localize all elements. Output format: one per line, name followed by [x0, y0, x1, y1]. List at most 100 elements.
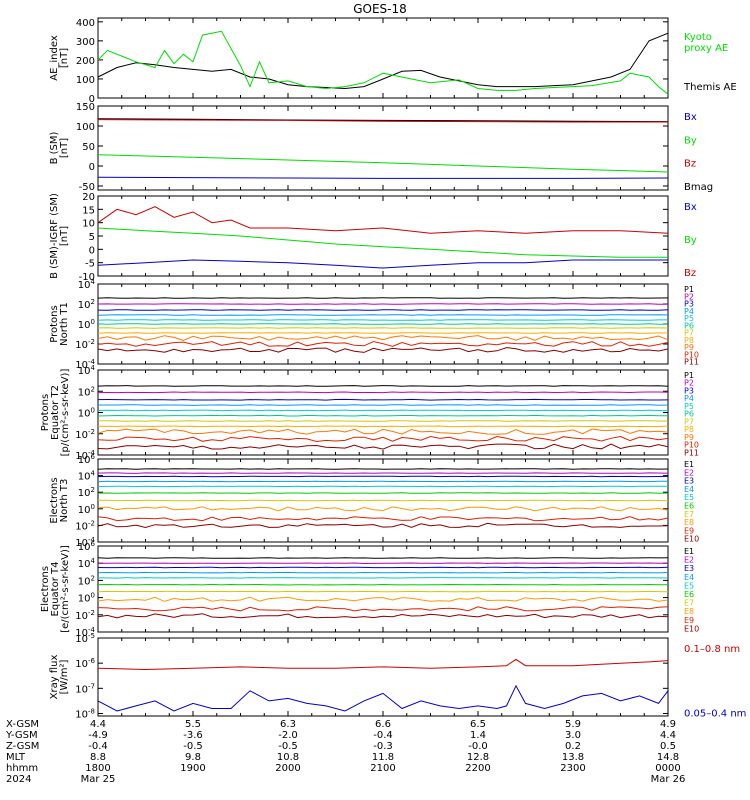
legend-pn-5: P6	[684, 321, 694, 330]
legend-en-9: E10	[684, 535, 699, 544]
x-tick-value-2-0: 6.3	[280, 719, 296, 730]
legend-pe-0: P1	[684, 371, 694, 380]
x-tick-value-4-0: 6.5	[470, 719, 486, 730]
y-axis-label-ee: [e/(cm²-s-sr-keV)]	[60, 545, 71, 633]
series-line-bsm-2	[97, 154, 669, 173]
panel-frame-ee	[97, 545, 669, 633]
y-tick-label-en: 106	[78, 453, 96, 466]
series-line-en-0	[97, 468, 669, 470]
y-tick-label-xray: 10-6	[75, 657, 95, 670]
legend-ae-1: proxy AE	[684, 43, 728, 54]
series-line-xray-0	[97, 658, 669, 671]
legend-ae-0: Kyoto	[684, 32, 712, 43]
legend-pn-2: P3	[684, 300, 694, 309]
plot-title: GOES-18	[353, 2, 407, 16]
y-tick-label-en: 100	[78, 503, 95, 516]
x-tick-value-5-1: 3.0	[565, 730, 581, 741]
y-axis-label-pe: Protons	[40, 394, 51, 431]
y-axis-label-ae: AE_index	[49, 35, 60, 81]
legend-en-5: E6	[684, 502, 694, 511]
panel-bigrf: 20 15 10 5 0 -5 -10 B (SM)-IGRF (SM) [nT] Bx By Bz	[49, 192, 697, 283]
x-tick-value-6-3: 14.8	[657, 752, 679, 763]
series-line-bsm-0	[97, 118, 669, 123]
y-tick-label-pe-exp: 4	[91, 364, 96, 372]
series-line-xray-1	[97, 684, 669, 712]
y-tick-label-bigrf: -10	[79, 272, 95, 283]
series-line-bigrf-0	[97, 206, 669, 234]
y-tick-label-pn-exp: 0	[91, 318, 95, 326]
series-line-pe-2	[97, 398, 669, 401]
series-line-pe-0	[97, 385, 669, 387]
legend-bsm-2: Bz	[684, 159, 696, 170]
legend-en-8: E9	[684, 526, 694, 535]
y-tick-label-ee: 104	[78, 557, 96, 570]
x-tick-value-3-0: 6.6	[375, 719, 391, 730]
x-tick-value-3-3: 11.8	[372, 752, 394, 763]
legend-pn-10: P11	[684, 358, 699, 367]
series-line-pn-5	[97, 323, 669, 325]
x-tick-value-5-3: 13.8	[562, 752, 584, 763]
legend-ee-8: E9	[684, 616, 694, 625]
legend-pn-3: P4	[684, 307, 694, 316]
legend-bsm-3: Bmag	[684, 182, 713, 193]
x-tick-value-3-2: -0.3	[373, 741, 393, 752]
series-line-ee-2	[97, 566, 669, 569]
y-axis-label-bsm: [nT]	[59, 138, 70, 158]
x-tick-value-6-2: 0.5	[660, 741, 676, 752]
x-tick-value-4-4: 2200	[465, 763, 490, 774]
legend-ae-2: Themis AE	[683, 82, 737, 93]
legend-pe-2: P3	[684, 386, 694, 395]
legend-pn-9: P10	[684, 350, 699, 359]
y-tick-label-bsm: 150	[76, 102, 95, 113]
x-row-label-5: 2024	[6, 774, 31, 785]
y-tick-label-pe: 102	[78, 385, 95, 398]
y-axis-label-xray: Xray flux	[49, 655, 60, 700]
series-line-pn-4	[97, 319, 668, 321]
panel-frame-bigrf	[97, 195, 669, 277]
legend-pe-3: P4	[684, 394, 694, 403]
y-tick-label-pn: 100	[78, 318, 95, 331]
y-tick-label-pn-exp: 4	[91, 278, 96, 286]
legend-pe-4: P5	[684, 402, 694, 411]
y-tick-label-ee: 100	[78, 592, 95, 605]
x-tick-value-4-1: 1.4	[470, 730, 486, 741]
y-tick-label-ee: 102	[78, 574, 95, 587]
y-tick-label-bigrf: 15	[82, 205, 95, 216]
y-tick-label-pe: 104	[78, 364, 96, 377]
y-tick-label-ee-exp: -4	[88, 626, 96, 634]
y-tick-label-pn: 104	[78, 278, 96, 291]
series-line-pn-1	[97, 303, 668, 305]
y-axis-label-bigrf: B (SM)-IGRF (SM)	[49, 193, 60, 279]
legend-en-0: E1	[684, 460, 694, 469]
legend-pe-6: P7	[684, 417, 694, 426]
x-tick-value-6-4: 0000	[655, 763, 680, 774]
series-line-ee-7	[97, 596, 669, 602]
y-tick-label-ee-exp: -2	[88, 609, 95, 617]
y-tick-label-pe-exp: 0	[91, 407, 95, 415]
series-line-ee-3	[97, 571, 669, 574]
series-line-pe-7	[97, 425, 669, 428]
y-tick-label-bigrf: 5	[89, 232, 95, 243]
x-tick-value-2-3: 10.8	[277, 752, 299, 763]
x-tick-value-5-0: 5.9	[565, 719, 581, 730]
x-tick-value-6-5: Mar 26	[651, 774, 686, 785]
x-tick-value-4-3: 12.8	[467, 752, 489, 763]
y-axis-label-ae: [nT]	[59, 48, 70, 68]
series-line-pn-8	[97, 335, 669, 342]
series-line-pn-3	[97, 314, 669, 316]
legend-en-6: E7	[684, 510, 694, 519]
series-line-pn-0	[97, 297, 669, 299]
legend-ee-2: E3	[684, 564, 694, 573]
y-tick-label-ee: 106	[78, 540, 96, 553]
x-row-label-4: hhmm	[6, 763, 38, 774]
legend-ee-3: E4	[684, 573, 694, 582]
y-axis-label-bigrf: [nT]	[59, 226, 70, 246]
y-axis-label-ee: Equator T4	[50, 562, 61, 617]
y-tick-label-ae: 300	[76, 37, 95, 48]
series-line-bigrf-1	[97, 227, 668, 258]
y-axis-label-ee: Electrons	[40, 566, 51, 612]
y-tick-label-xray-exp: -6	[88, 657, 96, 665]
x-tick-value-0-2: -0.4	[88, 741, 108, 752]
